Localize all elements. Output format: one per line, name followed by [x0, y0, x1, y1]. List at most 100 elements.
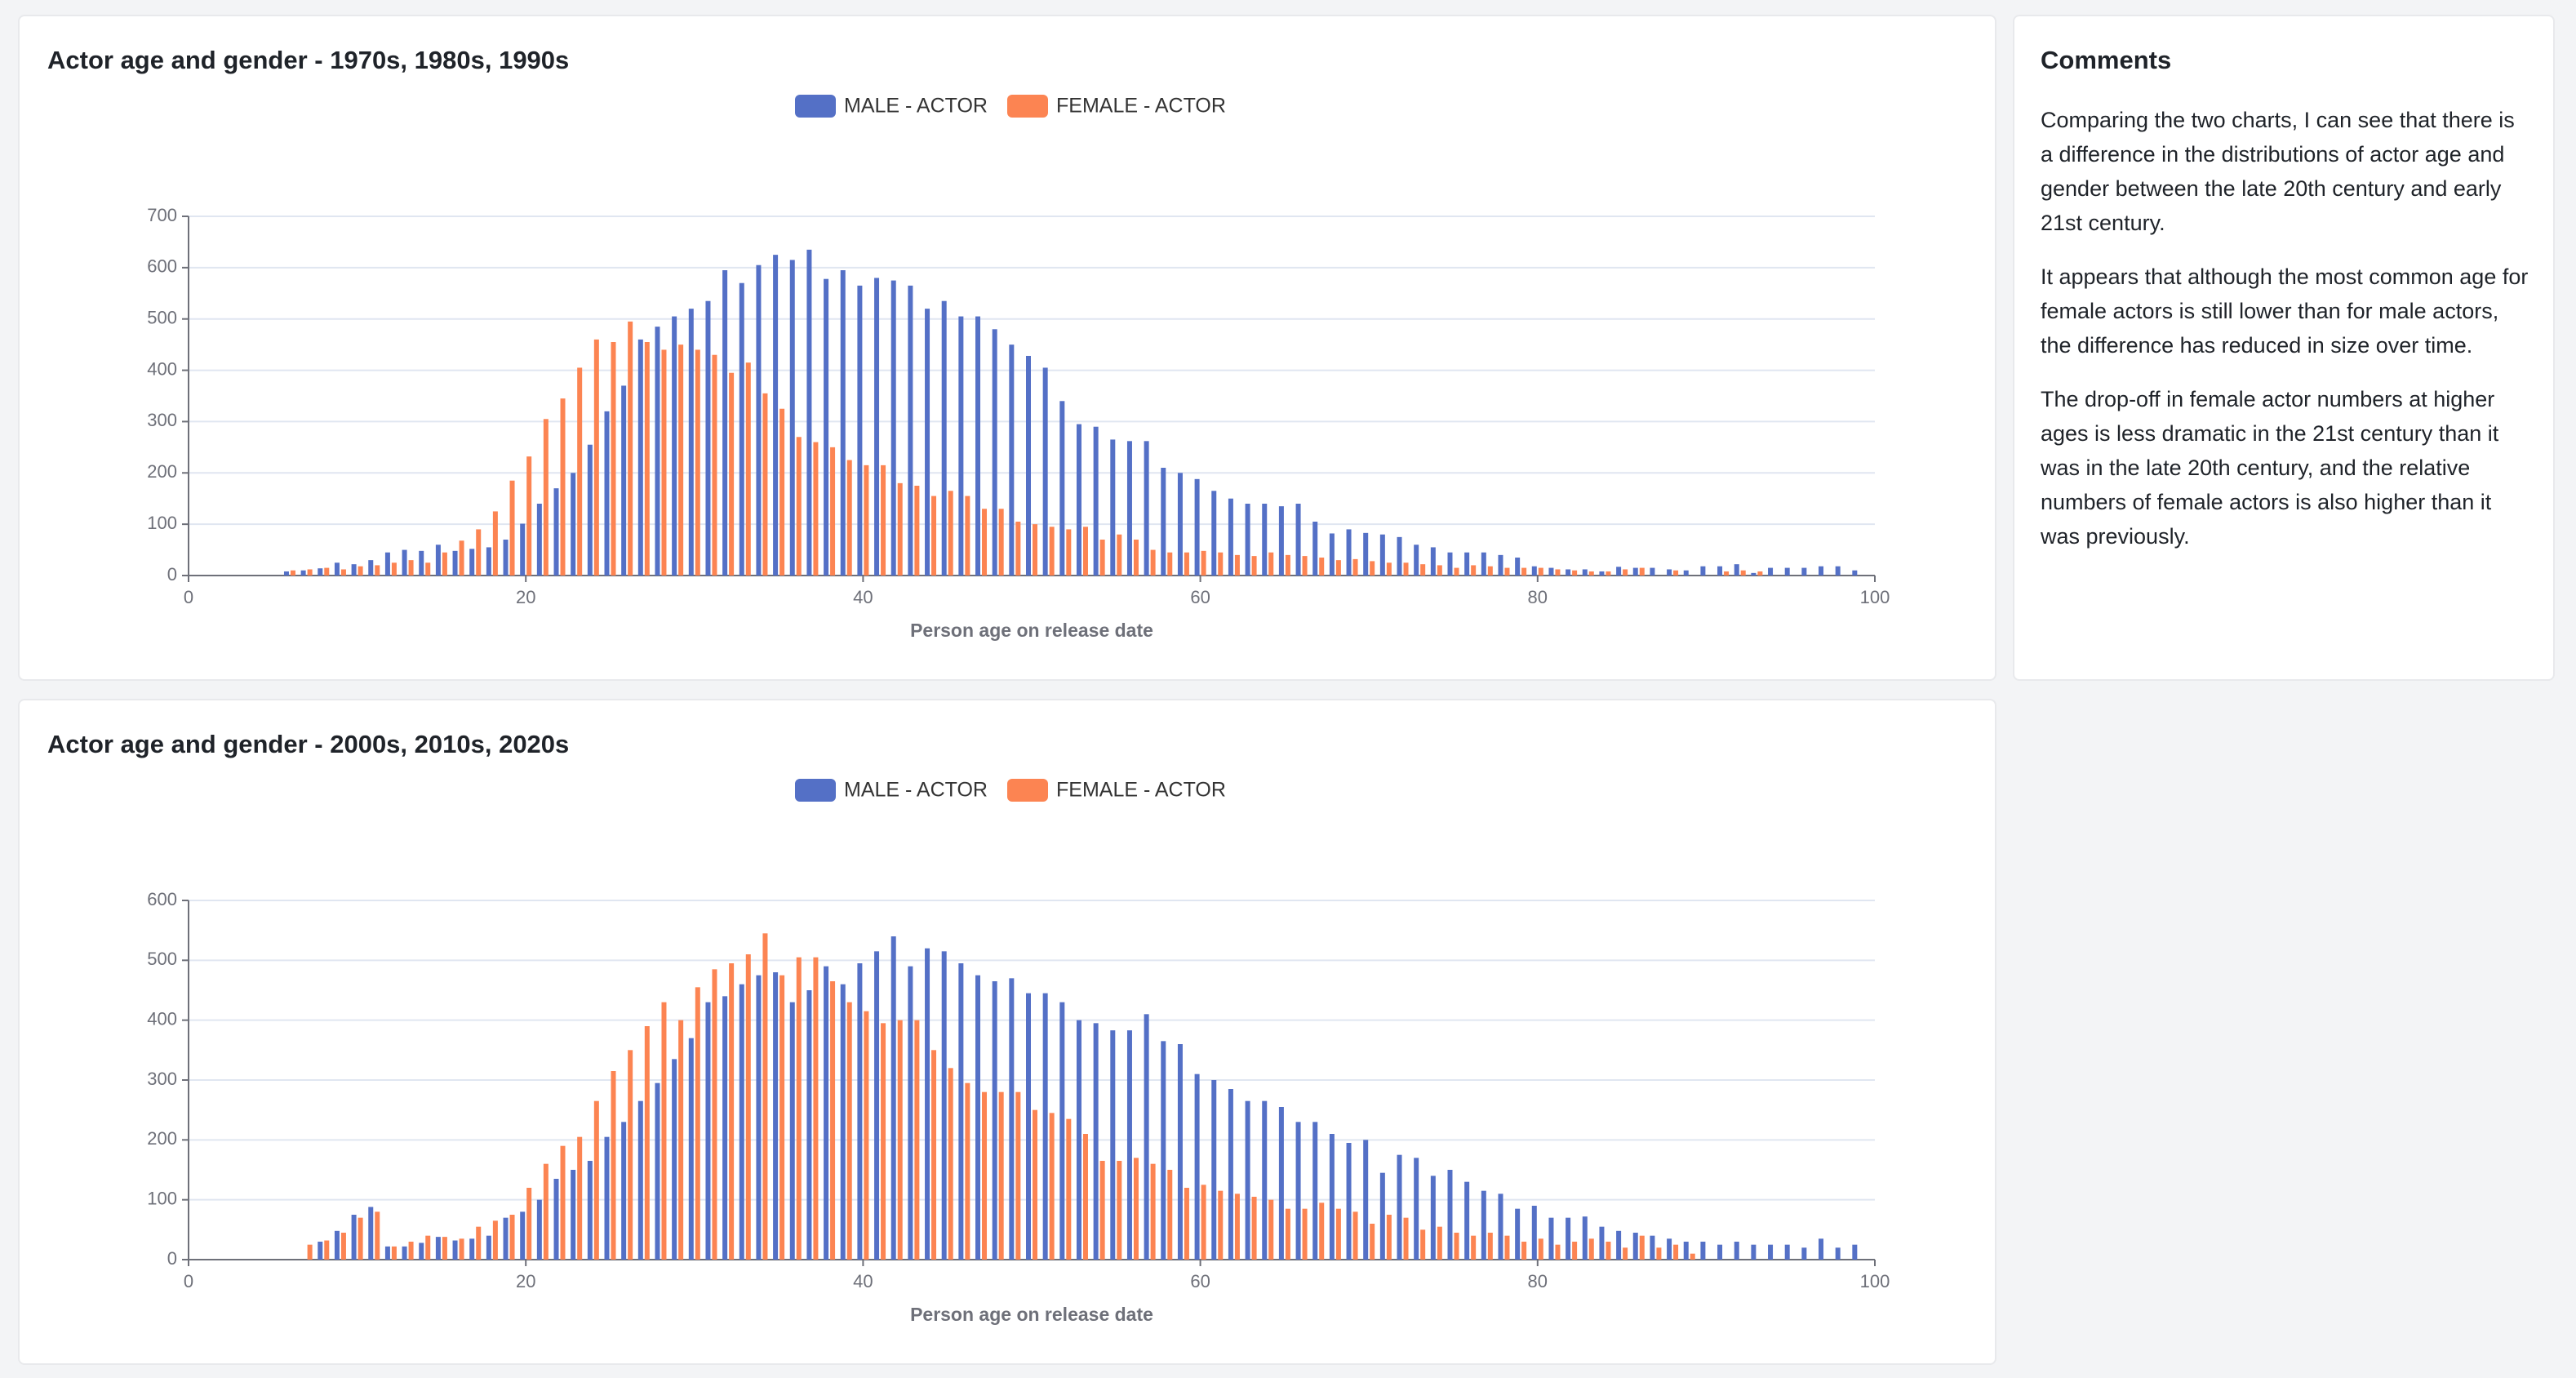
bar [1329, 533, 1335, 576]
bar [469, 549, 475, 576]
bar [695, 349, 700, 576]
bar [1498, 554, 1503, 576]
bar [1751, 1244, 1757, 1260]
bar [830, 447, 836, 576]
bar [587, 444, 593, 576]
bar [425, 562, 431, 576]
bar [1599, 571, 1605, 576]
bar [712, 354, 717, 576]
bar [391, 1246, 397, 1260]
bar [1801, 567, 1807, 576]
bar [813, 442, 819, 576]
bar [1329, 1134, 1335, 1260]
bar [637, 1100, 643, 1260]
bar [1784, 567, 1790, 576]
bar [1757, 571, 1763, 576]
bar [452, 1240, 458, 1260]
bar [419, 1242, 424, 1260]
bar [1285, 1208, 1290, 1260]
y-tick-label: 200 [147, 461, 177, 482]
bar [1504, 567, 1510, 576]
bar [1515, 1208, 1521, 1260]
bar [1302, 556, 1308, 576]
bar [1632, 567, 1638, 576]
bar [621, 385, 627, 576]
bar [1379, 534, 1385, 576]
bar [526, 1188, 532, 1260]
bar [1218, 1190, 1224, 1260]
bar [678, 1020, 684, 1260]
bar [1700, 1242, 1706, 1260]
bar [1566, 1217, 1571, 1260]
y-tick-label: 100 [147, 513, 177, 533]
bar [1414, 545, 1419, 576]
bar [846, 1002, 852, 1260]
bar [435, 1237, 441, 1260]
bar [1049, 1113, 1055, 1260]
bar [965, 496, 970, 576]
bar [813, 957, 819, 1260]
bar [1616, 567, 1622, 576]
bar [773, 972, 779, 1260]
bar [1588, 1238, 1594, 1260]
bar [509, 480, 515, 576]
bar [739, 282, 744, 576]
bar [722, 270, 728, 576]
bar [318, 568, 323, 576]
y-tick-label: 600 [147, 256, 177, 277]
bar [931, 496, 937, 576]
bar [1852, 570, 1858, 576]
bar [375, 1211, 380, 1260]
bar [1616, 1230, 1622, 1260]
bar [1228, 1089, 1233, 1260]
bar [1487, 1233, 1493, 1260]
bar [593, 1100, 599, 1260]
bar [1740, 570, 1746, 576]
bar [1379, 1172, 1385, 1260]
bar [1133, 1158, 1139, 1260]
bar [824, 966, 829, 1260]
bar [874, 951, 880, 1260]
bar [958, 963, 964, 1260]
comment: It appears that although the most common… [2041, 264, 2529, 358]
legend-swatch [1007, 95, 1048, 118]
bar [1319, 558, 1325, 576]
bar [340, 1233, 346, 1260]
bar [1251, 556, 1257, 576]
bar [1352, 558, 1358, 576]
bar [796, 957, 802, 1260]
bar [1538, 567, 1543, 576]
bar [655, 327, 660, 576]
bar [1414, 1158, 1419, 1260]
bar [553, 488, 559, 576]
bar [1504, 1235, 1510, 1260]
bar [857, 963, 863, 1260]
bar [1673, 570, 1679, 576]
bar [334, 562, 340, 576]
bar [1370, 561, 1375, 576]
bar [402, 1246, 407, 1260]
bar [318, 1242, 323, 1260]
bar [1403, 562, 1409, 576]
bar [1370, 1224, 1375, 1260]
bar [408, 1242, 414, 1260]
bar [705, 1002, 711, 1260]
bar [975, 975, 981, 1260]
bar [1177, 1044, 1183, 1260]
bar [1555, 569, 1561, 576]
bar [1211, 1080, 1217, 1260]
bar [1437, 565, 1442, 576]
bar [1768, 1244, 1774, 1260]
bar [425, 1235, 431, 1260]
bar [1184, 1188, 1189, 1260]
bar [1447, 552, 1453, 576]
bar [1835, 1247, 1841, 1260]
bar [611, 1071, 616, 1260]
bar [587, 1161, 593, 1260]
bar [368, 1207, 374, 1260]
bar [1076, 1020, 1081, 1260]
bar [1015, 1091, 1021, 1260]
bar [1099, 540, 1105, 576]
bar [705, 300, 711, 576]
bar [857, 285, 863, 576]
